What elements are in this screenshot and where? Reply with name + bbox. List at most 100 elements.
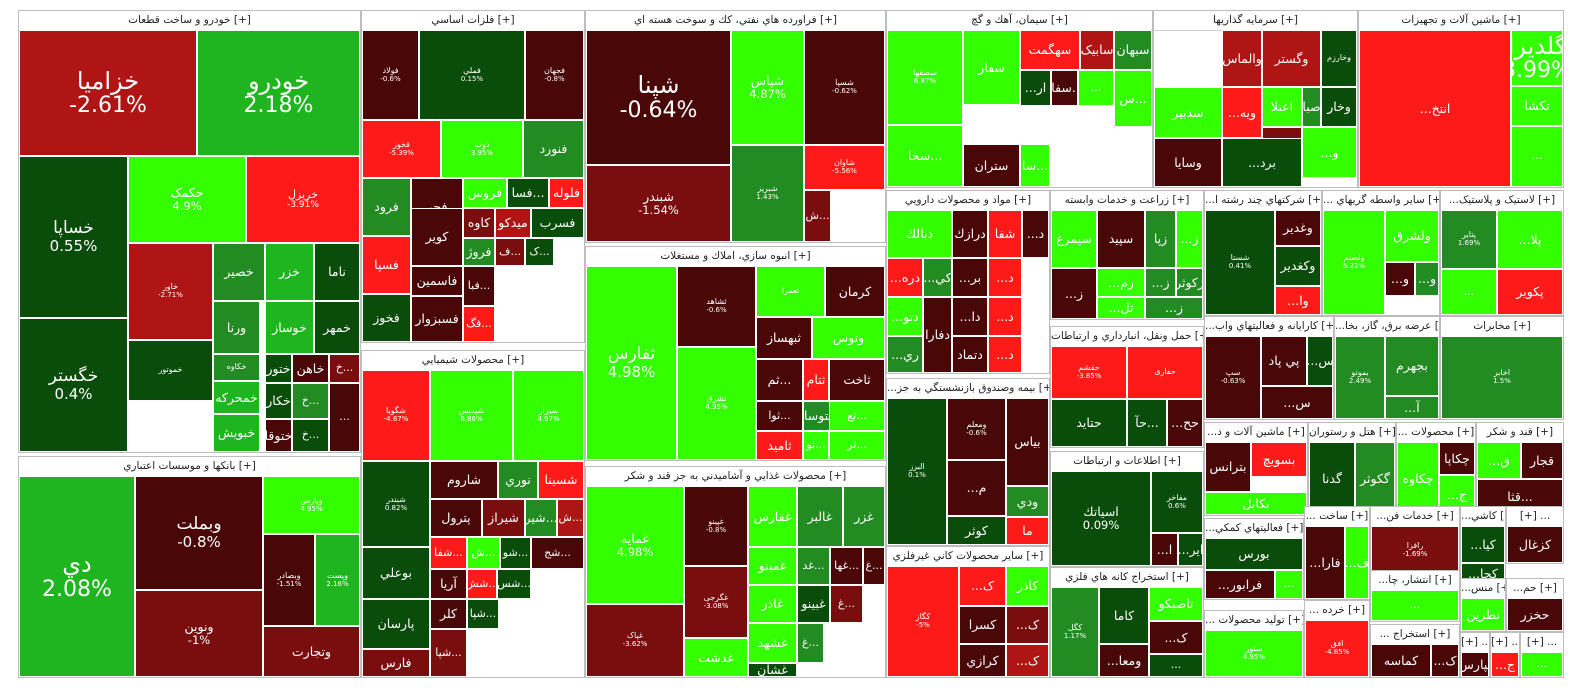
- stock-tile[interactable]: سبهان: [1114, 30, 1152, 70]
- stock-tile[interactable]: حفاری: [1127, 346, 1203, 399]
- sector-header-tile[interactable]: ...کاشي [+]: [1461, 507, 1505, 527]
- stock-tile[interactable]: شبندر 0.82%: [362, 461, 430, 547]
- stock-tile[interactable]: ...و: [1302, 127, 1357, 178]
- stock-tile[interactable]: سفار: [963, 30, 1020, 105]
- stock-tile[interactable]: خاهن: [292, 354, 329, 383]
- stock-tile[interactable]: غپینو -0.8%: [684, 486, 748, 566]
- stock-tile[interactable]: شاوان -5.56%: [804, 145, 885, 190]
- stock-tile[interactable]: ...س: [1261, 386, 1333, 419]
- stock-tile[interactable]: شیر...: [525, 499, 557, 537]
- stock-tile[interactable]: غالبر: [797, 486, 843, 547]
- stock-tile[interactable]: فخوز: [362, 294, 411, 342]
- stock-tile[interactable]: سصفها 6.87%: [887, 30, 963, 125]
- stock-tile[interactable]: حکمک 4.9%: [128, 156, 246, 243]
- stock-tile[interactable]: دبالك: [887, 210, 952, 258]
- stock-tile[interactable]: شپاس 4.87%: [731, 30, 804, 145]
- sector-header-finsvc[interactable]: ...فعالیتهاي کمکي [+]: [1205, 519, 1303, 539]
- stock-tile[interactable]: وغدير: [1275, 210, 1321, 246]
- stock-tile[interactable]: بیاس: [1006, 398, 1049, 486]
- stock-tile[interactable]: تکشا: [1511, 86, 1563, 126]
- stock-tile[interactable]: ش...: [557, 499, 584, 537]
- stock-tile[interactable]: غ...: [863, 547, 885, 585]
- stock-tile[interactable]: ختوقا: [265, 419, 292, 452]
- stock-tile[interactable]: حقشم -3.85%: [1051, 346, 1127, 399]
- stock-tile[interactable]: فلوله: [549, 178, 584, 208]
- stock-tile[interactable]: فسا...: [507, 178, 549, 208]
- stock-tile[interactable]: ...ز: [1051, 268, 1097, 319]
- stock-tile[interactable]: ...آ: [1385, 396, 1439, 419]
- stock-tile[interactable]: ...ک: [1006, 644, 1049, 677]
- stock-tile[interactable]: ...د: [988, 336, 1022, 373]
- stock-tile[interactable]: شو...: [500, 537, 531, 569]
- stock-tile[interactable]: س...: [1114, 70, 1152, 127]
- stock-tile[interactable]: کوثر: [947, 516, 1006, 545]
- stock-tile[interactable]: شگویا -4.87%: [362, 370, 430, 461]
- stock-tile[interactable]: شپا...: [430, 629, 467, 677]
- stock-tile[interactable]: لپارس: [1461, 652, 1489, 677]
- stock-tile[interactable]: وخار: [1321, 87, 1357, 127]
- stock-tile[interactable]: فاسمین: [411, 266, 463, 296]
- sector-header-techsvc[interactable]: ...خدمات فن [+]: [1371, 507, 1459, 527]
- stock-tile[interactable]: ثو...: [803, 431, 829, 460]
- sector-header-pharma[interactable]: مواد و محصولات دارويي [+]: [887, 191, 1049, 211]
- stock-tile[interactable]: ...ویه: [1222, 87, 1262, 138]
- stock-tile[interactable]: ...ق: [1477, 442, 1521, 479]
- stock-tile[interactable]: غ...: [797, 623, 824, 663]
- stock-tile[interactable]: فسبزوار: [411, 296, 463, 342]
- stock-tile[interactable]: ...: [1521, 652, 1563, 677]
- stock-tile[interactable]: ...دا: [952, 297, 988, 336]
- sector-header-nonmetal[interactable]: ساير محصولات كاني غيرفلزي [+]: [887, 547, 1049, 567]
- stock-tile[interactable]: شسینا: [538, 461, 584, 499]
- stock-tile[interactable]: ش...: [804, 190, 831, 242]
- stock-tile[interactable]: سپ -0.63%: [1205, 336, 1261, 419]
- stock-tile[interactable]: شپنا -0.64%: [586, 30, 731, 165]
- sector-header-broker[interactable]: ... ساير واسطه گريهاي [+]: [1323, 191, 1439, 211]
- stock-tile[interactable]: کماسه: [1371, 644, 1431, 677]
- stock-tile[interactable]: ثع...: [829, 401, 885, 431]
- stock-tile[interactable]: ...انتخ: [1359, 30, 1511, 187]
- stock-tile[interactable]: اعتلا: [1262, 87, 1302, 127]
- stock-tile[interactable]: فسپا: [362, 236, 411, 294]
- sector-header-s1[interactable]: [+] ...: [1507, 507, 1563, 527]
- stock-tile[interactable]: ...س: [1307, 336, 1333, 386]
- stock-tile[interactable]: غبینو: [797, 585, 830, 623]
- stock-tile[interactable]: دي 2.08%: [19, 476, 135, 677]
- stock-tile[interactable]: بورس: [1205, 538, 1303, 570]
- stock-tile[interactable]: بجهرم: [1385, 336, 1439, 396]
- stock-tile[interactable]: کاذر: [1006, 566, 1049, 606]
- stock-tile[interactable]: وکغدير: [1275, 246, 1321, 286]
- stock-tile[interactable]: فرود: [362, 178, 411, 236]
- stock-tile[interactable]: فجهان -0.8%: [525, 30, 584, 120]
- stock-tile[interactable]: ثتام: [803, 359, 829, 401]
- sector-header-energy[interactable]: ...عرضه برق، گاز، بخا [+]: [1335, 317, 1439, 337]
- stock-tile[interactable]: ...کیا: [1461, 526, 1505, 563]
- stock-tile[interactable]: ...ج: [1491, 652, 1519, 677]
- stock-tile[interactable]: خودرو 2.18%: [197, 30, 360, 156]
- stock-tile[interactable]: ...د: [988, 297, 1022, 336]
- stock-tile[interactable]: نوري: [498, 461, 538, 499]
- stock-tile[interactable]: سابیک: [1080, 30, 1114, 70]
- stock-tile[interactable]: ...فرابور: [1205, 570, 1275, 599]
- stock-tile[interactable]: ...ز: [1176, 210, 1203, 268]
- stock-tile[interactable]: شفا: [988, 210, 1022, 258]
- stock-tile[interactable]: سهگمت: [1020, 30, 1080, 70]
- stock-tile[interactable]: ناما: [314, 243, 360, 301]
- stock-tile[interactable]: ستران: [963, 144, 1020, 187]
- stock-tile[interactable]: فنورد: [523, 120, 584, 178]
- sector-header-chem[interactable]: محصولات شيميايي [+]: [362, 351, 584, 371]
- sector-header-mach2[interactable]: ...ماشين آلات و د [+]: [1205, 423, 1307, 443]
- stock-tile[interactable]: صبا: [1302, 87, 1321, 127]
- stock-tile[interactable]: فارس: [362, 649, 430, 677]
- sector-header-banks[interactable]: بانکها و موسسات اعتباري [+]: [19, 457, 360, 477]
- stock-tile[interactable]: درازك: [952, 210, 988, 258]
- stock-tile[interactable]: ومعلم -0.6%: [947, 398, 1006, 460]
- stock-tile[interactable]: کگاز -5%: [887, 566, 959, 677]
- stock-tile[interactable]: خکار: [265, 383, 292, 419]
- stock-tile[interactable]: مفاخر 0.6%: [1151, 471, 1203, 533]
- stock-tile[interactable]: وگستر: [1262, 30, 1321, 87]
- stock-tile[interactable]: بکابل: [1205, 492, 1307, 515]
- stock-tile[interactable]: غگرجی -3.08%: [684, 566, 748, 638]
- sector-header-prodmfg[interactable]: ... توليد محصولات [+]: [1205, 611, 1303, 631]
- sector-header-textile[interactable]: ...منس [+]: [1461, 579, 1505, 599]
- stock-tile[interactable]: ...اير: [1178, 533, 1203, 566]
